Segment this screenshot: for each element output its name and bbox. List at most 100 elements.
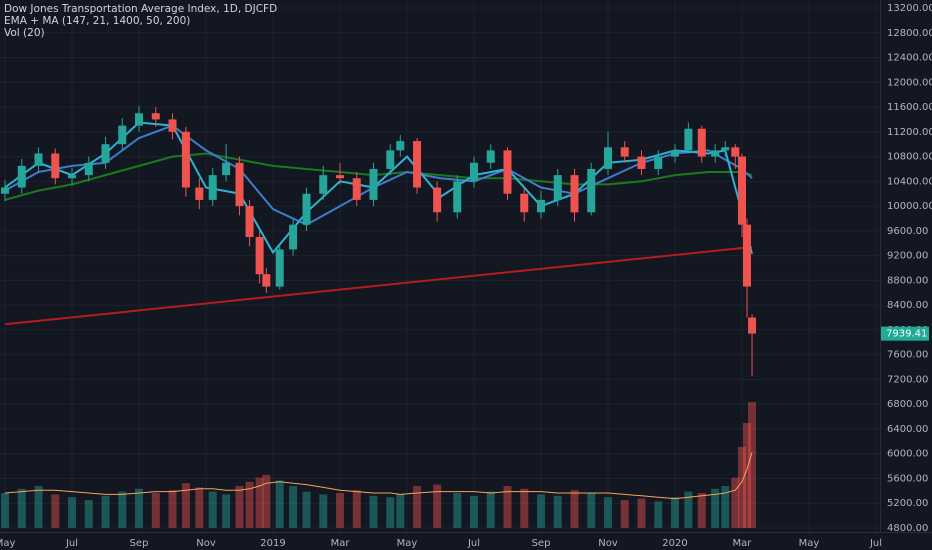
candle-body [413,141,422,188]
candle-body [711,150,720,157]
y-tick-label: 9600.00 [887,226,928,237]
volume-bar [118,491,127,528]
candle-body [369,168,378,200]
candle-body [670,150,679,157]
candle-body [386,150,395,169]
volume-bar [255,477,264,528]
y-tick-label: 11600.00 [887,102,932,113]
x-tick-label: Jul [869,538,882,549]
candle-body [748,317,757,334]
y-tick-label: 11200.00 [887,127,932,138]
volume-bar [34,486,43,528]
volume-bar [17,488,26,528]
volume-bar [151,493,160,528]
chart-title: Dow Jones Transportation Average Index, … [4,3,277,15]
candle-body [654,156,663,169]
volume-bar [235,486,244,528]
candle-body [118,125,127,145]
last-price-box [881,326,929,341]
candle-body [84,162,93,176]
candle-body [222,162,231,176]
volume-bar [181,483,190,528]
y-tick-label: 5600.00 [887,473,928,484]
x-tick-label: Mar [733,538,753,549]
volume-bar [553,495,562,528]
candle-body [319,175,328,194]
volume-bar [101,495,110,528]
candle-body [721,147,730,151]
volume-bar [603,497,612,528]
volume-bar [245,481,254,528]
volume-bar [51,494,60,528]
volume-bar [289,486,298,528]
candle-body [168,119,177,132]
volume-bar [486,491,495,528]
candle-body [245,206,254,238]
candle-body [620,147,629,157]
y-tick-label: 8800.00 [887,275,928,286]
candle-body [684,128,693,151]
candle-body [255,237,264,275]
candle-body [352,178,361,200]
x-tick-label: Nov [196,538,216,549]
y-tick-label: 6400.00 [887,424,928,435]
y-tick-label: 5200.00 [887,498,928,509]
candle-body [275,249,284,287]
volume-label: Vol (20) [4,27,45,39]
volume-bar [620,500,629,528]
y-tick-label: 10400.00 [887,176,932,187]
candle-body [289,224,298,250]
volume-bar [570,490,579,528]
volume-bar [587,493,596,528]
grid [0,0,880,532]
y-tick-label: 9200.00 [887,251,928,262]
x-tick-label: Sep [130,538,149,549]
volume-bar [168,490,177,528]
y-tick-label: 13200.00 [887,3,932,14]
indicator-label: EMA + MA (147, 21, 1400, 50, 200) [4,15,190,27]
volume-bar [697,493,706,528]
candle-body [336,175,345,179]
y-tick-label: 8400.00 [887,300,928,311]
y-tick-label: 6000.00 [887,449,928,460]
volume-bar [396,494,405,528]
volume-bar [536,494,545,528]
y-tick-label: 12000.00 [887,77,932,88]
volume-bar [670,497,679,528]
candle-body [587,168,596,213]
candle-body [34,153,43,166]
x-tick-label: May [397,538,418,549]
volume-bar [684,491,693,528]
x-tick-label: Jul [65,538,78,549]
x-tick-label: May [799,538,820,549]
volume-bar [748,402,757,528]
candle-body [68,175,77,179]
volume-bar [654,501,663,528]
x-tick-label: Jul [467,538,480,549]
candles [1,105,757,377]
candle-body [151,113,160,120]
y-tick-label: 12800.00 [887,28,932,39]
candle-body [603,147,612,169]
candle-body [503,150,512,194]
volume-bar [386,497,395,528]
candle-body [470,162,479,182]
candle-body [135,113,144,126]
candle-body [433,187,442,213]
y-tick-label: 6800.00 [887,399,928,410]
volume-bar [731,477,740,528]
volume-bar [195,487,204,528]
volume-bar [68,497,77,528]
volume-bar [302,491,311,528]
volume-bar [262,474,271,528]
candle-body [570,175,579,213]
volume-bar [503,486,512,528]
volume-pane [1,402,757,528]
candle-body [235,162,244,207]
candle-body [731,147,740,157]
candle-body [302,193,311,225]
candle-body [486,150,495,163]
y-tick-label: 10800.00 [887,152,932,163]
